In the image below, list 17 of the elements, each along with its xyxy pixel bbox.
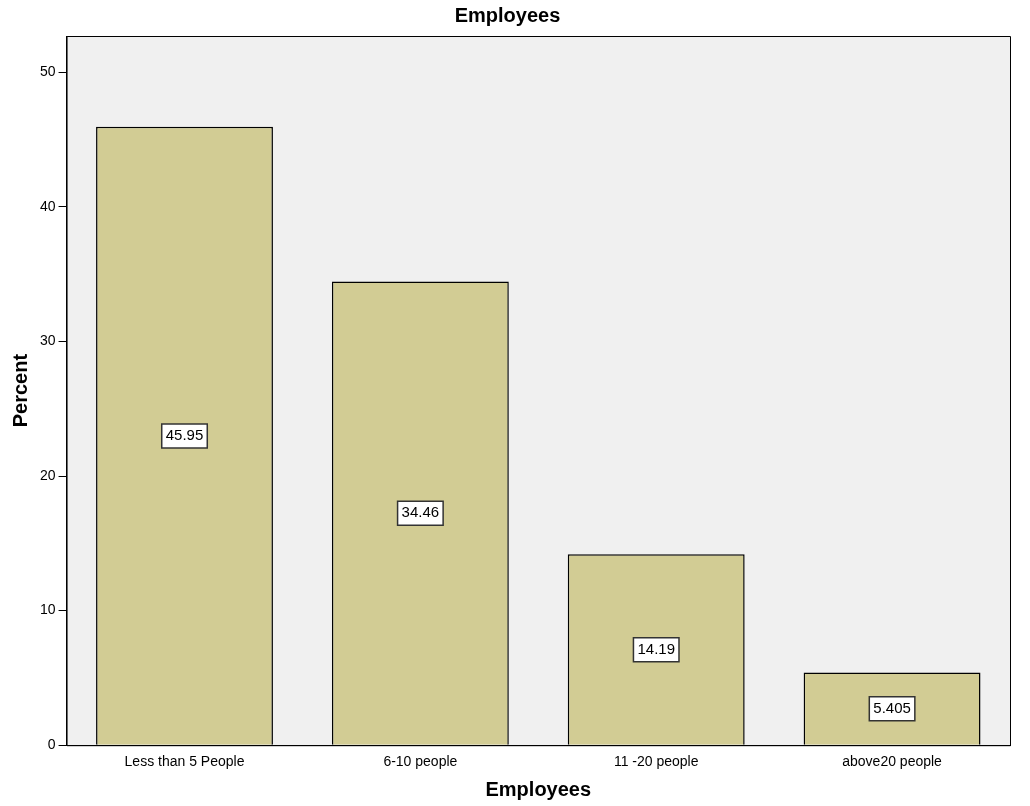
y-tick-label: 20 (39, 466, 56, 483)
chart-title: Employees (454, 3, 561, 26)
x-tick-label: 6-10 people (383, 753, 458, 770)
y-tick-label: 10 (39, 601, 56, 618)
data-label: 14.19 (637, 639, 675, 657)
data-label: 5.405 (873, 698, 911, 716)
y-tick-label: 30 (39, 332, 56, 349)
x-tick-label: above20 people (842, 753, 943, 770)
y-tick-label: 50 (39, 63, 56, 80)
y-tick-label: 0 (47, 736, 56, 753)
y-tick-label: 40 (39, 197, 56, 214)
x-tick-label: Less than 5 People (124, 753, 245, 770)
data-label: 45.95 (165, 426, 204, 444)
data-label: 34.46 (401, 503, 440, 521)
x-tick-label: 11 -20 people (613, 753, 699, 770)
y-axis-title: Percent (8, 353, 31, 428)
x-axis-title: Employees (485, 777, 592, 800)
